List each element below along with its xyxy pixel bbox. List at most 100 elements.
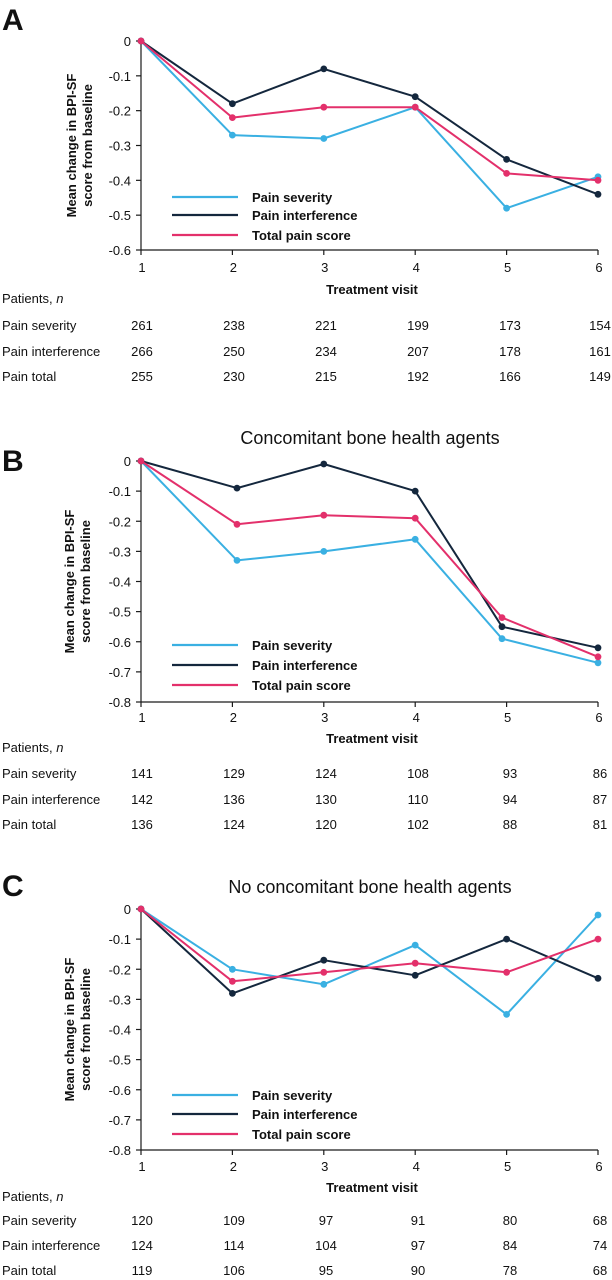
y-tick-label: -0.6 xyxy=(109,1083,131,1098)
data-point-severity xyxy=(503,204,510,212)
table-cell: 80 xyxy=(503,1213,517,1228)
data-point-severity xyxy=(503,1011,510,1018)
y-tick-label: -0.5 xyxy=(109,1053,131,1068)
panel-letter: C xyxy=(2,870,24,903)
table-row-label: Pain total xyxy=(2,1263,56,1278)
x-tick-label: 3 xyxy=(321,710,328,725)
legend-label-severity: Pain severity xyxy=(252,190,333,205)
series-line-severity xyxy=(140,460,599,664)
table-cell: 68 xyxy=(593,1263,607,1278)
chart-panel-c: C No concomitant bone health agents 0 -0.1 -… xyxy=(2,870,607,1278)
y-axis-label: Mean change in BPI-SFscore from baseline xyxy=(62,958,93,1102)
y-axis-label-line-1: Mean change in BPI-SF xyxy=(62,510,77,654)
table-cell: 192 xyxy=(407,369,429,384)
y-tick-label: -0.1 xyxy=(109,932,131,947)
table-row-label: Pain severity xyxy=(2,318,77,333)
table-cell: 130 xyxy=(315,792,337,807)
table-cell: 230 xyxy=(223,369,245,384)
data-point-total xyxy=(498,614,506,621)
x-tick-label: 1 xyxy=(138,1159,145,1174)
data-point-total xyxy=(233,520,241,528)
panel-letter: A xyxy=(2,4,24,37)
data-point-interference xyxy=(229,100,236,108)
data-point-total xyxy=(320,103,328,111)
x-tick-label: 4 xyxy=(413,710,420,725)
table-cell: 136 xyxy=(131,817,153,832)
table-cell: 234 xyxy=(315,344,337,359)
data-point-total xyxy=(594,653,602,661)
table-header-prefix: Patients, xyxy=(2,1189,56,1204)
series-line-severity xyxy=(140,908,599,1016)
panel-title: Concomitant bone health agents xyxy=(240,428,499,448)
data-point-severity xyxy=(229,131,236,139)
x-tick-label: 5 xyxy=(504,260,511,275)
table-cell: 142 xyxy=(131,792,153,807)
x-axis-label: Treatment visit xyxy=(326,1180,418,1195)
table-cell: 78 xyxy=(503,1263,517,1278)
table-cell: 238 xyxy=(223,318,245,333)
y-axis-label: Mean change in BPI-SFscore from baseline xyxy=(62,510,93,654)
table-cell: 119 xyxy=(132,1263,153,1278)
data-point-total xyxy=(594,935,602,943)
table-cell: 102 xyxy=(407,817,429,832)
data-point-total xyxy=(411,959,419,967)
table-cell: 91 xyxy=(411,1213,425,1228)
y-tick-label: -0.7 xyxy=(109,665,131,680)
table-cell: 124 xyxy=(131,1238,153,1253)
x-tick-label: 5 xyxy=(504,1159,511,1174)
table-cell: 90 xyxy=(411,1263,425,1278)
table-header-prefix: Patients, xyxy=(2,291,56,306)
series-line-interference xyxy=(140,908,599,995)
table-row-label: Pain severity xyxy=(2,766,77,781)
y-tick-label: 0 xyxy=(124,454,131,469)
table-header: Patients, n xyxy=(2,1189,63,1204)
data-point-interference xyxy=(320,956,328,964)
table-cell: 110 xyxy=(408,792,429,807)
data-point-total xyxy=(503,968,510,976)
y-tick-label: -0.8 xyxy=(109,695,131,710)
y-axis-label: Mean change in BPI-SFscore from baseline xyxy=(64,74,95,218)
legend-label-total: Total pain score xyxy=(252,228,351,243)
table-cell: 108 xyxy=(407,766,429,781)
series-line-total xyxy=(140,908,599,983)
y-tick-label: 0 xyxy=(124,34,131,49)
y-tick-label: -0.7 xyxy=(109,1113,131,1128)
series-line-total xyxy=(140,40,599,182)
series-line-total xyxy=(140,460,599,658)
legend-label-total: Total pain score xyxy=(252,678,351,693)
y-tick-label: -0.2 xyxy=(109,104,131,119)
data-point-severity xyxy=(233,557,241,564)
y-tick-label: -0.4 xyxy=(109,173,131,188)
y-tick-label: -0.6 xyxy=(109,635,131,650)
y-tick-label: -0.4 xyxy=(109,575,131,590)
data-point-interference xyxy=(594,644,602,652)
x-tick-label: 2 xyxy=(230,1159,237,1174)
y-tick-label: -0.2 xyxy=(109,962,131,977)
chart-panel-b: B Concomitant bone health agents 0 -0.1 -0.2… xyxy=(2,428,607,832)
table-cell: 88 xyxy=(503,817,517,832)
table-cell: 104 xyxy=(315,1238,337,1253)
table-cell: 81 xyxy=(593,817,607,832)
data-point-total xyxy=(137,905,145,913)
table-cell: 106 xyxy=(223,1263,245,1278)
data-point-severity xyxy=(411,941,419,949)
series-line-interference xyxy=(140,460,599,649)
y-tick-label: -0.3 xyxy=(109,544,131,559)
data-point-total xyxy=(320,511,328,519)
table-cell: 250 xyxy=(223,344,245,359)
y-tick-label: -0.1 xyxy=(109,69,131,84)
y-tick-label: -0.8 xyxy=(109,1143,131,1158)
table-cell: 136 xyxy=(223,792,245,807)
table-row-label: Pain interference xyxy=(2,1238,100,1253)
x-tick-label: 6 xyxy=(595,1159,602,1174)
x-axis-label: Treatment visit xyxy=(326,282,418,297)
x-tick-label: 1 xyxy=(138,710,145,725)
legend-label-interference: Pain interference xyxy=(252,208,358,223)
data-point-interference xyxy=(498,623,506,631)
y-tick-label: -0.4 xyxy=(109,1023,131,1038)
table-cell: 94 xyxy=(503,792,517,807)
table-cell: 74 xyxy=(593,1238,607,1253)
x-tick-label: 2 xyxy=(230,710,237,725)
data-point-severity xyxy=(498,635,506,643)
